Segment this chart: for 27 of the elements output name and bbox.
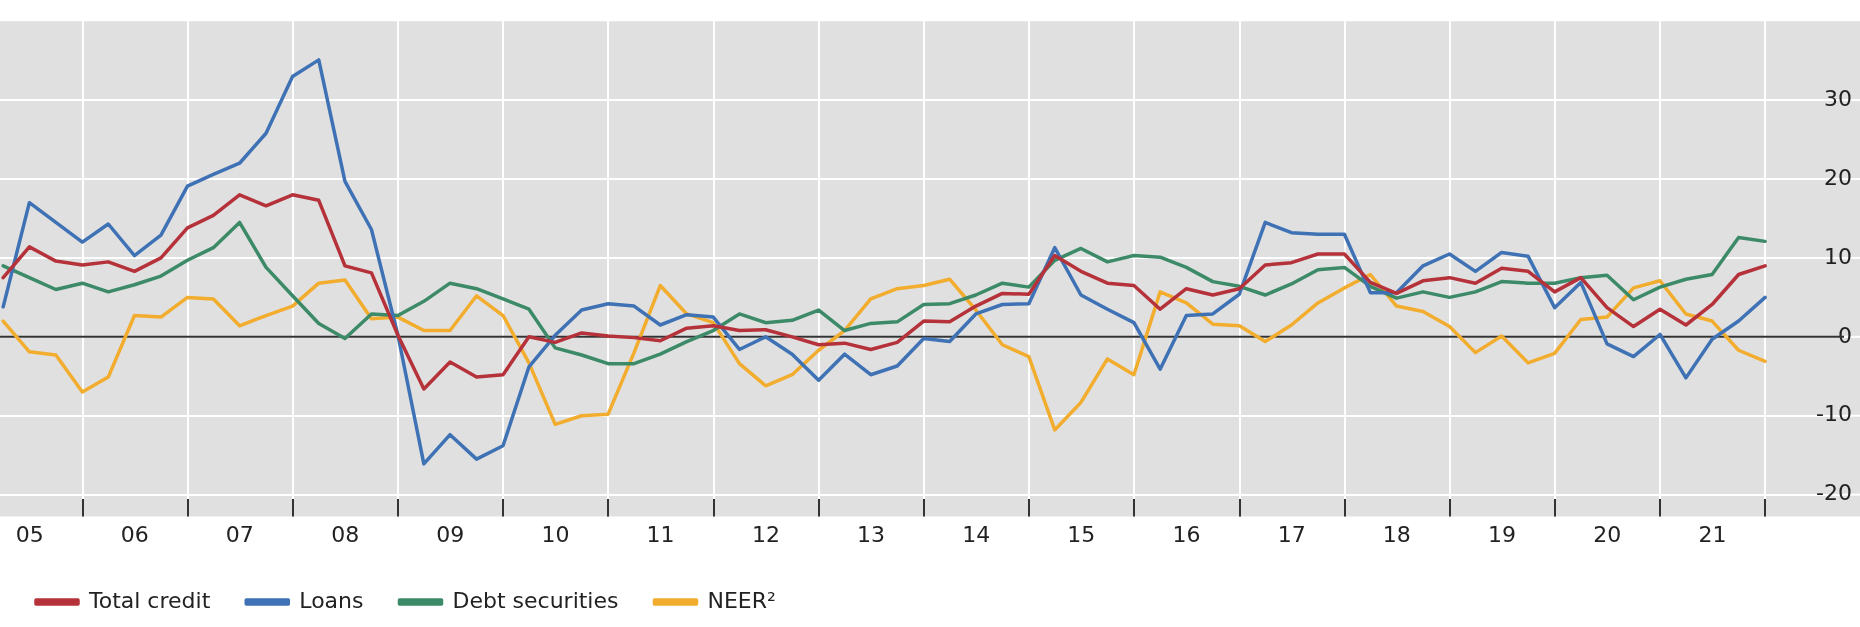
legend-label: Debt securities: [452, 587, 619, 613]
legend-label: NEER²: [707, 587, 776, 613]
y-tick-label: -10: [1816, 401, 1852, 427]
x-tick-label: 17: [1277, 521, 1306, 547]
legend-label: Loans: [299, 587, 364, 613]
x-tick-label: 14: [962, 521, 991, 547]
x-tick-label: 15: [1067, 521, 1096, 547]
x-tick-label: 07: [225, 521, 254, 547]
y-tick-label: 10: [1824, 243, 1852, 269]
x-tick-label: 08: [331, 521, 360, 547]
x-tick-label: 05: [15, 521, 44, 547]
x-tick-label: 13: [857, 521, 886, 547]
x-tick-label: 09: [436, 521, 465, 547]
y-tick-label: 30: [1824, 85, 1852, 111]
y-tick-label: 20: [1824, 164, 1852, 190]
x-tick-label: 20: [1593, 521, 1622, 547]
x-tick-label: 21: [1698, 521, 1727, 547]
x-tick-label: 18: [1382, 521, 1411, 547]
x-tick-label: 10: [541, 521, 570, 547]
x-tick-label: 19: [1487, 521, 1516, 547]
legend-label: Total credit: [88, 587, 211, 613]
x-tick-label: 11: [646, 521, 675, 547]
x-tick-label: 06: [120, 521, 149, 547]
x-tick-label: 16: [1172, 521, 1201, 547]
y-tick-label: -20: [1816, 480, 1852, 506]
y-tick-label: 0: [1838, 322, 1852, 348]
x-tick-label: 12: [751, 521, 780, 547]
